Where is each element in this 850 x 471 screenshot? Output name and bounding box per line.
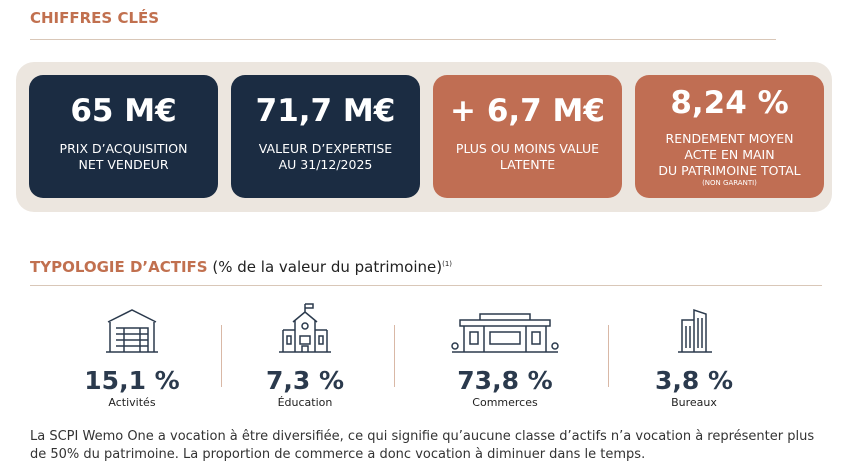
- asset: 73,8 % Commerces: [425, 300, 585, 410]
- asset-value: 3,8 %: [654, 366, 734, 395]
- card-label: PRIX D’ACQUISITION NET VENDEUR: [29, 141, 218, 173]
- icon-school: [279, 303, 331, 353]
- asset-label: Activités: [108, 396, 156, 409]
- card: 65 M€ PRIX D’ACQUISITION NET VENDEUR: [29, 75, 218, 198]
- card-value: 8,24 %: [670, 85, 789, 121]
- asset-label: Bureaux: [671, 396, 717, 409]
- divider: [394, 325, 395, 387]
- card-label: VALEUR D’EXPERTISE AU 31/12/2025: [231, 141, 420, 173]
- divider: [608, 325, 609, 387]
- asset-value: 7,3 %: [265, 366, 345, 395]
- label-line: NET VENDEUR: [78, 157, 169, 172]
- label-line: AU 31/12/2025: [278, 157, 373, 172]
- rule: [30, 285, 822, 286]
- card-label: RENDEMENT MOYEN ACTE EN MAIN DU PATRIMOINE…: [635, 131, 824, 179]
- divider: [221, 325, 222, 387]
- label-line: DU PATRIMOINE TOTAL: [658, 163, 801, 178]
- card-note: (NON GARANTI): [702, 179, 757, 187]
- card-label: PLUS OU MOINS VALUE LATENTE: [433, 141, 622, 173]
- card: 71,7 M€ VALEUR D’EXPERTISE AU 31/12/2025: [231, 75, 420, 198]
- section-heading: TYPOLOGIE D’ACTIFS (% de la valeur du pa…: [30, 258, 452, 276]
- section-subtitle: (% de la valeur du patrimoine): [212, 258, 443, 276]
- asset-value: 73,8 %: [457, 366, 553, 395]
- card: + 6,7 M€ PLUS OU MOINS VALUE LATENTE: [433, 75, 622, 198]
- asset-value: 15,1 %: [84, 366, 180, 395]
- section-title: CHIFFRES CLÉS: [30, 9, 160, 27]
- rule: [30, 39, 776, 40]
- asset-label: Commerces: [472, 396, 538, 409]
- card-value: 65 M€: [70, 93, 177, 129]
- section-title: TYPOLOGIE D’ACTIFS: [30, 258, 208, 276]
- footnote-ref: (1): [442, 260, 453, 268]
- asset: 7,3 % Éducation: [225, 300, 385, 410]
- asset: 3,8 % Bureaux: [614, 300, 774, 410]
- footnote: La SCPI Wemo One a vocation à être diver…: [30, 429, 815, 462]
- label-line: PLUS OU MOINS VALUE: [455, 141, 600, 156]
- icon-warehouse: [106, 309, 158, 353]
- label-line: RENDEMENT MOYEN: [665, 131, 794, 146]
- label-line: ACTE EN MAIN: [684, 147, 775, 162]
- label-line: VALEUR D’EXPERTISE: [258, 141, 393, 156]
- label-line: LATENTE: [499, 157, 556, 172]
- card: 8,24 % RENDEMENT MOYEN ACTE EN MAIN DU PAT…: [635, 75, 824, 198]
- card-value: + 6,7 M€: [450, 93, 605, 129]
- card-value: 71,7 M€: [255, 93, 396, 129]
- icon-shops: [451, 313, 559, 353]
- asset-label: Éducation: [277, 396, 333, 409]
- label-line: PRIX D’ACQUISITION: [59, 141, 188, 156]
- asset: 15,1 % Activités: [52, 300, 212, 410]
- icon-offices: [678, 308, 712, 353]
